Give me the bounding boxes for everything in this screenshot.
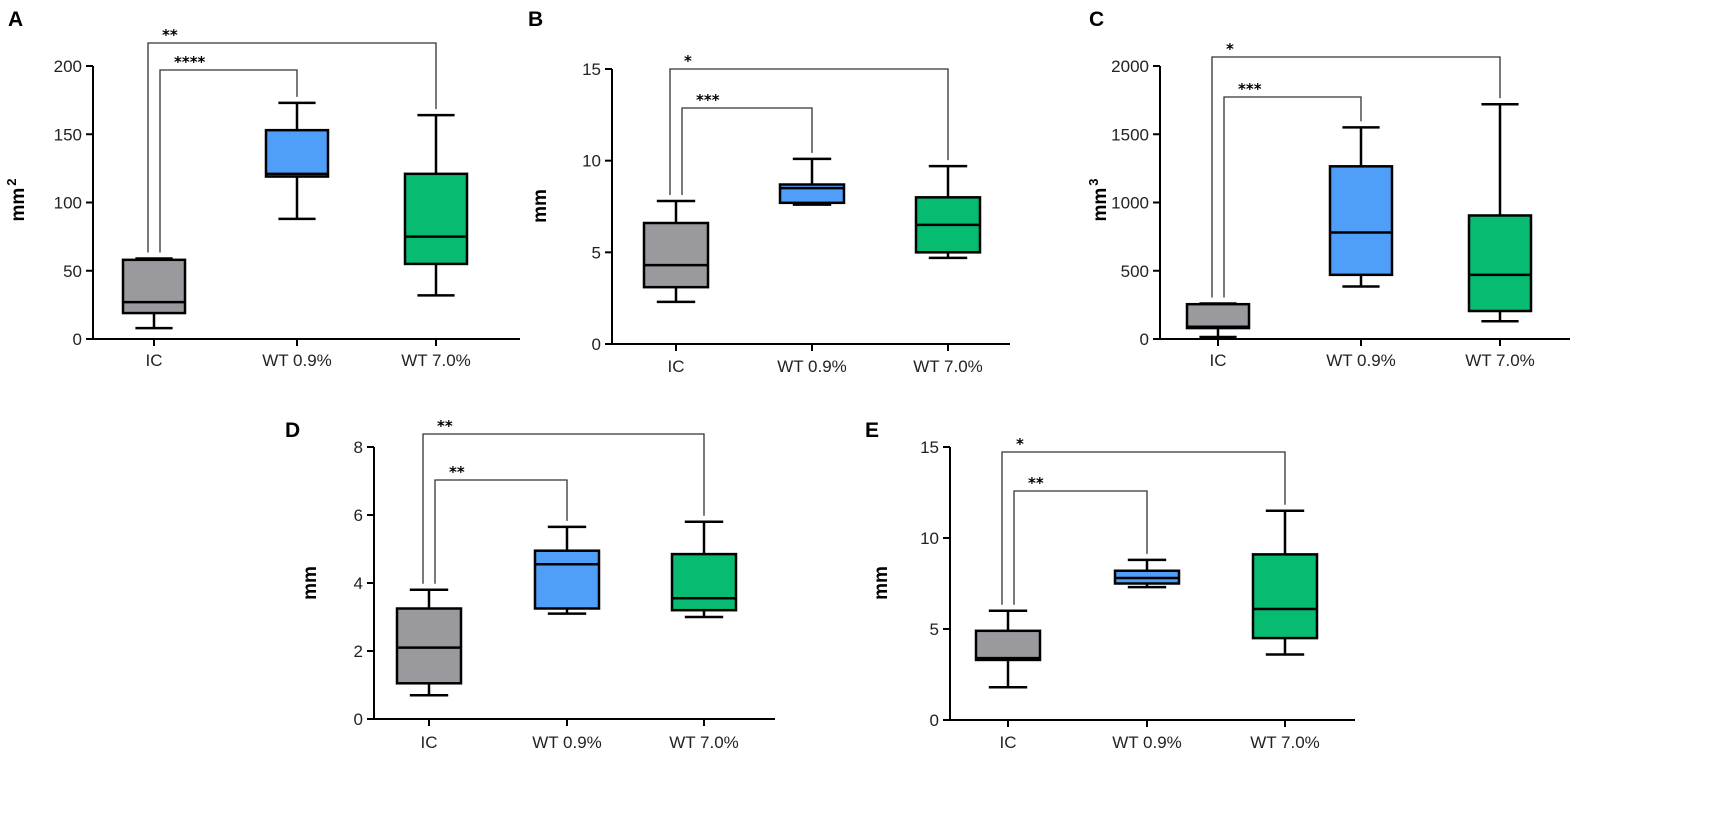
panel-d-significance-bracket — [434, 479, 568, 584]
panel-e-ylabel: mm — [871, 566, 892, 600]
panel-b-category-label: WT 7.0% — [913, 357, 983, 376]
panel-e-y-tick-label: 0 — [930, 711, 939, 730]
panel-d: Dmm 0 2 4 6 8 IC WT 0.9% WT 7.0% ** ** — [285, 417, 775, 752]
panel-b-ylabel: mm — [530, 189, 551, 223]
panel-a-significance-bracket — [159, 69, 298, 253]
panel-b-box-ic — [642, 221, 710, 289]
panel-a-y-tick-label: 150 — [54, 125, 82, 144]
panel-d-significance-label: ** — [449, 463, 465, 481]
panel-a-box-wt-7-0- — [403, 172, 469, 266]
panel-d-box-ic — [395, 607, 463, 685]
panel-c-significance-bracket — [1211, 56, 1501, 298]
panel-c-y-tick-label: 2000 — [1111, 57, 1149, 76]
panel-d-y-tick-label: 4 — [354, 574, 363, 593]
panel-b-letter: B — [528, 8, 543, 31]
panel-c-ylabel: mm 3 — [1086, 178, 1111, 221]
panel-d-box-wt-7-0- — [670, 552, 738, 612]
panel-e-significance-bracket — [1013, 490, 1148, 605]
panel-d-category-label: WT 0.9% — [532, 733, 602, 752]
panel-c-ylabel-base: mm — [1090, 188, 1111, 222]
panel-b-significance-bracket — [681, 107, 813, 195]
panel-c-box-ic — [1185, 302, 1251, 330]
panel-c-letter: C — [1089, 8, 1104, 31]
panel-e-category-label: WT 7.0% — [1250, 733, 1320, 752]
panel-c-category-label: WT 7.0% — [1465, 351, 1535, 370]
panel-a-letter: A — [8, 8, 23, 31]
panel-b-significance-label: *** — [696, 91, 720, 109]
panel-e-y-tick-label: 15 — [920, 438, 939, 457]
panel-e-y-tick-label: 10 — [920, 529, 939, 548]
panel-a-y-tick-label: 0 — [73, 330, 82, 349]
panel-c-y-tick-label: 1500 — [1111, 125, 1149, 144]
panel-b-category-label: IC — [668, 357, 685, 376]
panel-c-category-label: WT 0.9% — [1326, 351, 1396, 370]
panel-e-significance-label: ** — [1028, 474, 1044, 492]
panel-e-category-label: IC — [1000, 733, 1017, 752]
panel-d-y-tick-label: 6 — [354, 506, 363, 525]
panel-a-y-tick-label: 50 — [63, 262, 82, 281]
panel-a-significance-label: **** — [174, 53, 206, 71]
panel-a-box-ic — [121, 258, 187, 315]
panel-a-box-wt-0-9- — [264, 128, 330, 178]
panel-b-y-tick-label: 10 — [582, 152, 601, 171]
panel-a-category-label: WT 0.9% — [262, 351, 332, 370]
panel-d-significance-label: ** — [437, 417, 453, 435]
panel-d-y-tick-label: 2 — [354, 642, 363, 661]
panel-b-category-label: WT 0.9% — [777, 357, 847, 376]
panel-b-y-tick-label: 15 — [582, 60, 601, 79]
panel-b-significance-label: * — [684, 52, 692, 70]
panel-c-category-label: IC — [1210, 351, 1227, 370]
panel-e-significance-bracket — [1001, 451, 1286, 605]
panel-d-y-tick-label: 0 — [354, 710, 363, 729]
panel-a-category-label: IC — [146, 351, 163, 370]
panel-c-box-wt-0-9- — [1328, 165, 1394, 277]
panel-e-significance-label: * — [1016, 435, 1024, 453]
panel-e-ylabel-base: mm — [871, 566, 892, 600]
panel-d-category-label: WT 7.0% — [669, 733, 739, 752]
panel-a-y-tick-label: 100 — [54, 194, 82, 213]
panel-d-letter: D — [285, 419, 300, 442]
panel-c-ylabel-superscript: 3 — [1086, 178, 1101, 185]
panel-d-y-tick-label: 8 — [354, 438, 363, 457]
panel-d-category-label: IC — [421, 733, 438, 752]
panel-c-y-tick-label: 0 — [1140, 330, 1149, 349]
panel-d-box-wt-0-9- — [533, 549, 601, 610]
panel-a-ylabel: mm 2 — [4, 178, 29, 221]
panel-b-y-tick-label: 5 — [592, 243, 601, 262]
panel-a-category-label: WT 7.0% — [401, 351, 471, 370]
panel-b-significance-bracket — [669, 68, 949, 195]
panel-c-y-tick-label: 500 — [1121, 262, 1149, 281]
panel-e-letter: E — [865, 419, 879, 442]
panel-e-y-tick-label: 5 — [930, 620, 939, 639]
panel-d-ylabel-base: mm — [300, 566, 321, 600]
panel-b-ylabel-base: mm — [530, 189, 551, 223]
panel-d-ylabel: mm — [300, 566, 321, 600]
panel-e-box-wt-7-0- — [1251, 553, 1319, 640]
panel-c-significance-label: * — [1226, 40, 1234, 58]
panel-a-ylabel-base: mm — [8, 188, 29, 222]
panel-c-box-wt-7-0- — [1467, 214, 1533, 313]
panel-c-significance-label: *** — [1238, 80, 1262, 98]
panel-a-significance-label: ** — [162, 26, 178, 44]
panel-b-y-tick-label: 0 — [592, 335, 601, 354]
panel-a-ylabel-superscript: 2 — [4, 178, 19, 185]
panel-a-significance-bracket — [147, 42, 437, 253]
panel-e-box-ic — [974, 629, 1042, 662]
panel-d-significance-bracket — [422, 433, 705, 584]
panel-c-significance-bracket — [1223, 96, 1362, 298]
panel-a-y-tick-label: 200 — [54, 57, 82, 76]
panel-e-category-label: WT 0.9% — [1112, 733, 1182, 752]
panel-c-y-tick-label: 1000 — [1111, 194, 1149, 213]
